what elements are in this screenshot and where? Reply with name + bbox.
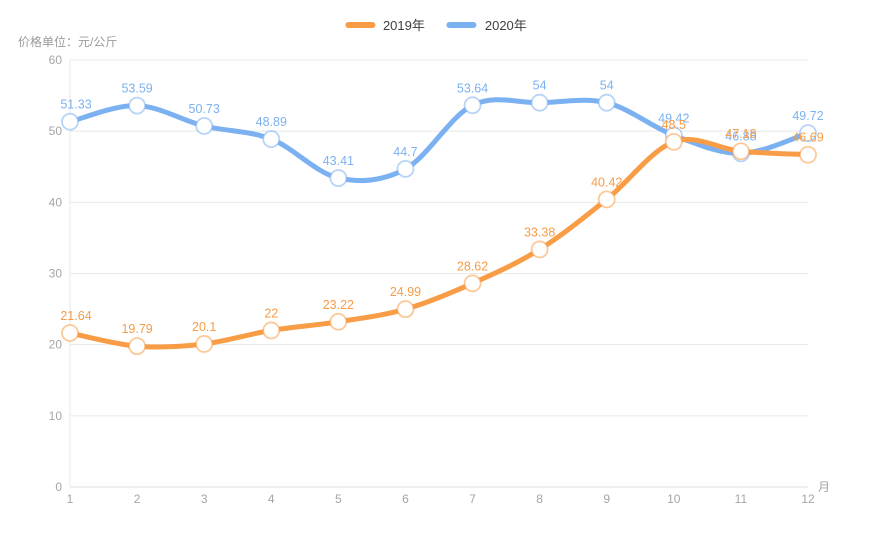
x-tick-label: 12 <box>801 492 815 506</box>
series-2019-data-label: 28.62 <box>457 259 488 273</box>
series-2020-data-label: 54 <box>533 79 547 93</box>
series-2019-data-point-marker[interactable] <box>61 324 79 342</box>
series-2020-data-point-marker[interactable] <box>463 96 482 115</box>
x-axis-unit-label: 月 <box>818 480 830 494</box>
series-2020-data-label: 44.7 <box>393 145 417 159</box>
series-2020-data-label: 51.33 <box>60 98 91 112</box>
legend-item-2020[interactable]: 2020年 <box>446 15 527 34</box>
series-2020-data-label: 49.72 <box>792 109 823 123</box>
x-tick-label: 1 <box>67 492 74 506</box>
series-2019-data-label: 33.38 <box>524 225 555 239</box>
series-2019-data-point-marker[interactable] <box>463 274 482 293</box>
legend-item-2019[interactable]: 2019年 <box>344 15 425 34</box>
x-tick-label: 2 <box>134 492 141 506</box>
series-2019-data-label: 19.79 <box>121 322 152 336</box>
series-2020-data-label: 46.88 <box>725 129 756 143</box>
series-2020-data-point-marker[interactable] <box>195 117 214 135</box>
series-2019-data-label: 22 <box>264 306 278 320</box>
series-2019-data-label: 40.42 <box>591 175 622 189</box>
series-2019-line <box>67 137 811 350</box>
series-2020-data-point-marker[interactable] <box>530 93 549 112</box>
y-axis-title: 价格单位：元/公斤 <box>18 35 118 49</box>
legend-swatch-2020-icon <box>446 21 477 28</box>
series-2020-data-label: 43.41 <box>323 154 354 168</box>
series-2019-data-label: 46.69 <box>792 131 823 145</box>
series-2020-data-label: 48.89 <box>256 115 287 129</box>
legend-label-2019: 2019年 <box>382 18 425 33</box>
series-2020-data-point-marker[interactable] <box>262 130 281 148</box>
series-2020-data-label: 53.64 <box>457 81 488 95</box>
series-2019-data-point-marker[interactable] <box>664 132 683 151</box>
series-2019-data-point-marker[interactable] <box>732 142 750 161</box>
x-tick-label: 3 <box>201 492 208 506</box>
x-tick-label: 11 <box>735 492 748 506</box>
y-tick-label: 60 <box>49 53 63 67</box>
x-tick-label: 9 <box>603 492 610 506</box>
x-tick-label: 4 <box>268 492 275 506</box>
series-2019-data-point-marker[interactable] <box>128 337 146 356</box>
series-2020-data-label: 54 <box>600 79 614 93</box>
series-2019-data-point-marker[interactable] <box>799 145 817 164</box>
series-2019-data-label: 21.64 <box>60 309 91 323</box>
x-tick-label: 5 <box>335 492 342 506</box>
series-2019-data-label: 23.22 <box>323 298 354 312</box>
series-2019-data-point-marker[interactable] <box>530 240 549 259</box>
y-tick-label: 0 <box>55 480 62 494</box>
series-2019-data-label: 20.1 <box>192 320 216 334</box>
series-2020-data-label: 53.59 <box>121 82 152 96</box>
x-tick-label: 8 <box>536 492 543 506</box>
series-2020-data-label: 50.73 <box>189 102 220 116</box>
series-2019-data-point-marker[interactable] <box>396 300 415 319</box>
y-tick-label: 20 <box>49 338 63 352</box>
series-2019-data-point-marker[interactable] <box>597 190 616 209</box>
series-2019-data-point-marker[interactable] <box>262 321 281 340</box>
y-tick-label: 30 <box>49 267 63 281</box>
x-tick-label: 10 <box>667 492 681 506</box>
legend-label-2020: 2020年 <box>484 18 527 33</box>
y-tick-label: 50 <box>49 124 63 138</box>
series-2020-data-point-marker[interactable] <box>396 159 415 178</box>
y-tick-label: 10 <box>49 409 63 423</box>
x-tick-label: 6 <box>402 492 409 506</box>
series-2020-data-point-marker[interactable] <box>597 93 616 112</box>
series-2020-data-point-marker[interactable] <box>799 124 817 143</box>
series-2019-data-label: 48.5 <box>662 118 686 132</box>
series-2020-data-point-marker[interactable] <box>61 112 79 131</box>
series-2019-data-point-marker[interactable] <box>195 335 214 353</box>
series-2020-data-point-marker[interactable] <box>128 96 146 115</box>
x-tick-label: 7 <box>469 492 476 506</box>
series-2019-data-label: 24.99 <box>390 285 421 299</box>
chart-legend: 2019年 2020年 <box>344 15 527 34</box>
legend-swatch-2019-icon <box>344 21 375 28</box>
series-2020-data-label: 49.42 <box>658 111 689 125</box>
series-2020-data-point-marker[interactable] <box>329 169 348 187</box>
series-2019-data-label: 47.18 <box>725 127 756 141</box>
y-tick-label: 40 <box>49 195 63 209</box>
series-2019-data-point-marker[interactable] <box>329 312 348 331</box>
